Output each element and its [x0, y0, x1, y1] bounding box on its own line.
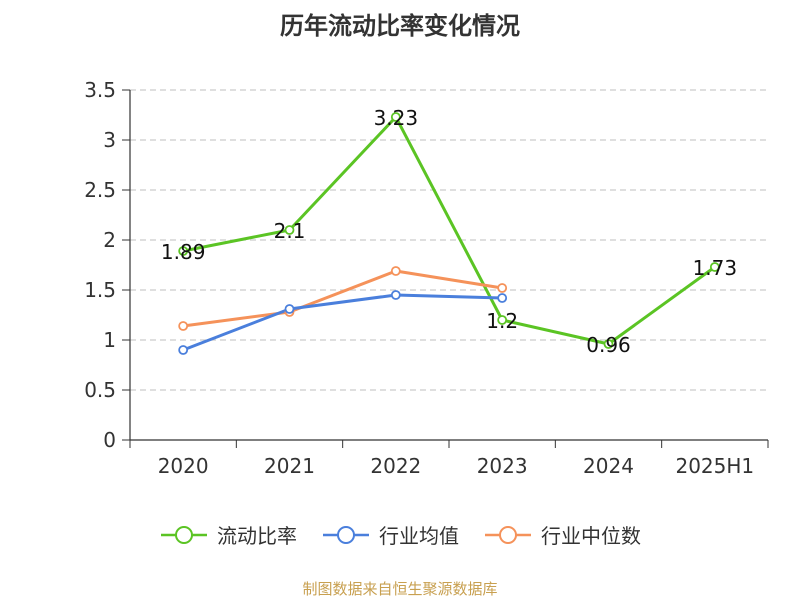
- y-tick-label: 1.5: [84, 278, 116, 302]
- y-tick-label: 2.5: [84, 178, 116, 202]
- legend-item-industry-mean[interactable]: 行业均值: [321, 520, 459, 549]
- data-point: [497, 293, 508, 303]
- y-tick-label: 0: [103, 428, 116, 452]
- series-lines: [178, 112, 720, 355]
- x-tick-label: 2020: [158, 454, 209, 478]
- data-point: [603, 339, 614, 349]
- legend-label: 行业中位数: [541, 524, 641, 548]
- legend-label: 流动比率: [217, 524, 297, 548]
- y-tick-label: 2: [103, 228, 116, 252]
- data-label: 1.73: [693, 256, 738, 280]
- y-tick-label: 1: [103, 328, 116, 352]
- legend-item-industry-median[interactable]: 行业中位数: [483, 520, 641, 549]
- series-line: [182, 269, 503, 328]
- data-point: [178, 321, 189, 331]
- y-tick-label: 0.5: [84, 378, 116, 402]
- data-point: [284, 225, 295, 235]
- legend-marker-icon: [485, 525, 531, 544]
- x-tick-label: 2025H1: [675, 454, 754, 478]
- x-tick-label: 2023: [477, 454, 528, 478]
- x-tick-label: 2021: [264, 454, 315, 478]
- data-label: 3.23: [374, 106, 419, 130]
- data-label: 1.2: [486, 309, 518, 333]
- data-labels: 1.89 2.1 3.23 1.2 0.96 1.73: [161, 106, 737, 357]
- y-tick-label: 3: [103, 128, 116, 152]
- axes: 0 0.5 1 1.5 2 2.5 3 3.5 2020 2021 2022 2023 2024 2025…: [84, 78, 769, 478]
- legend-marker-icon: [323, 525, 369, 544]
- data-label: 1.89: [161, 240, 206, 264]
- x-tick-label: 2024: [583, 454, 634, 478]
- data-point: [497, 315, 508, 325]
- data-point: [284, 304, 295, 314]
- data-point: [390, 290, 401, 300]
- data-point: [178, 246, 189, 256]
- data-point: [709, 262, 720, 272]
- series-line: [182, 293, 503, 352]
- data-label: 0.96: [586, 333, 631, 357]
- legend: 流动比率 行业均值 行业中位数: [0, 520, 800, 549]
- legend-label: 行业均值: [379, 524, 459, 548]
- grid-lines: [130, 89, 768, 391]
- data-point: [178, 345, 189, 355]
- data-point: [497, 283, 508, 293]
- chart-title: 历年流动比率变化情况: [280, 12, 520, 40]
- source-note: 制图数据来自恒生聚源数据库: [302, 580, 498, 598]
- data-point: [390, 112, 401, 122]
- data-label: 2.1: [274, 219, 306, 243]
- x-tick-label: 2022: [370, 454, 421, 478]
- data-point: [390, 266, 401, 276]
- series-line: [182, 115, 716, 346]
- y-tick-label: 3.5: [84, 78, 116, 102]
- legend-marker-icon: [161, 525, 207, 544]
- legend-item-current-ratio[interactable]: 流动比率: [159, 520, 297, 549]
